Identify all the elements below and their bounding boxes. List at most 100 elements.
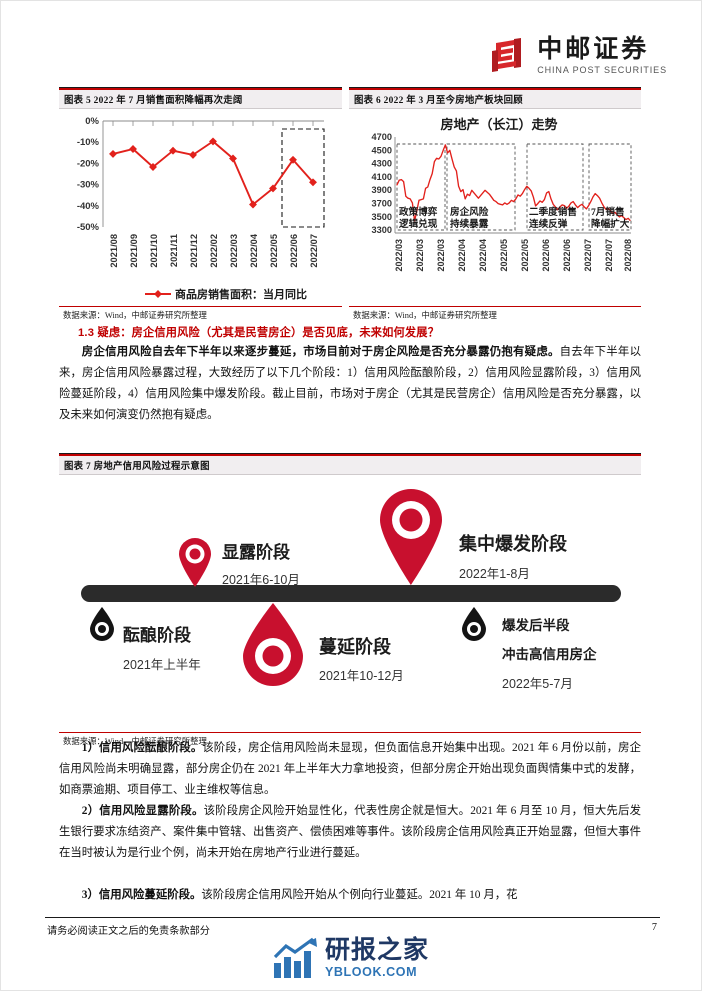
svg-text:0%: 0%	[85, 116, 99, 127]
footer-page-number: 7	[651, 922, 657, 933]
svg-text:2021/10: 2021/10	[149, 234, 159, 268]
exhibit-5-label: 图表 5	[64, 95, 91, 106]
svg-text:-50%: -50%	[77, 222, 100, 233]
chart-price-line-tail	[556, 192, 631, 221]
svg-text:持续暴露: 持续暴露	[450, 218, 489, 230]
brand-logo: 中邮证券 CHINA POST SECURITIES	[490, 37, 667, 75]
stage-brewing-date: 2021年上半年	[123, 657, 201, 672]
chart-growth-logo-icon	[273, 937, 317, 978]
svg-text:3900: 3900	[372, 185, 392, 195]
svg-text:2022/04: 2022/04	[457, 239, 467, 272]
paragraph-stage-3: 3）信用风险蔓延阶段。该阶段房企信用风险开始从个例向行业蔓延。2021 年 10…	[59, 885, 641, 906]
svg-text:2022/06: 2022/06	[562, 239, 572, 272]
chart-annotation-labels: 政策博弈 逻辑兑现 房企风险 持续暴露 二季度销售 连续反弹 7月销售 降幅扩大	[398, 206, 630, 230]
svg-text:2021/12: 2021/12	[189, 234, 199, 268]
svg-text:4100: 4100	[372, 171, 392, 181]
paragraph-stage-2-rest: 该阶段房企风险开始显性化，代表性房企就是恒大。2021 年 6 月至 10 月，…	[59, 805, 642, 859]
svg-text:降幅扩大: 降幅扩大	[591, 218, 630, 230]
drop-marker-red-spreading-icon	[243, 602, 303, 686]
drop-marker-black-brewing-icon	[90, 606, 114, 641]
stage-outbreak-date: 2022年1-8月	[459, 566, 530, 581]
watermark: 研报之家 YBLOOK.COM	[273, 937, 429, 979]
svg-text:2022/05: 2022/05	[499, 239, 509, 272]
svg-text:2021/08: 2021/08	[109, 234, 119, 268]
svg-text:4700: 4700	[372, 132, 392, 142]
chart-x-axis-labels: 2022/03 2022/03 2022/03 2022/04 2022/04 …	[394, 239, 633, 272]
footer-divider	[45, 917, 660, 918]
svg-text:2022/05: 2022/05	[269, 234, 279, 268]
svg-text:2022/08: 2022/08	[623, 239, 633, 272]
svg-text:2022/06: 2022/06	[289, 234, 299, 268]
stage-post-outbreak-date: 2022年5-7月	[502, 676, 573, 691]
china-post-securities-logo-icon	[492, 38, 522, 72]
svg-text:2022/07: 2022/07	[309, 234, 319, 268]
svg-text:3300: 3300	[372, 225, 392, 235]
svg-text:2022/06: 2022/06	[541, 239, 551, 272]
paragraph-stage-1-rest: 该阶段，房企信用风险尚未显现，但负面信息开始集中出现。2021 年 6 月份以前…	[59, 742, 641, 796]
exhibit-6-body: 房地产（长江）走势 4700 4500 4300 4100 3900 3700 …	[349, 108, 641, 307]
svg-text:2022/02: 2022/02	[209, 234, 219, 268]
svg-text:连续反弹: 连续反弹	[529, 218, 568, 230]
pin-marker-red-emerging-icon	[179, 537, 211, 587]
svg-text:政策博弈: 政策博弈	[399, 206, 438, 218]
svg-text:2022/05: 2022/05	[520, 239, 530, 272]
svg-text:2022/03: 2022/03	[229, 234, 239, 268]
exhibit-7-label: 图表 7	[64, 461, 91, 472]
svg-text:逻辑兑现: 逻辑兑现	[398, 218, 438, 230]
chart-price-line	[396, 143, 559, 222]
stage-emerging-date: 2021年6-10月	[222, 572, 300, 587]
svg-text:房企风险: 房企风险	[450, 206, 489, 218]
chart-annotation-boxes	[396, 143, 632, 231]
paragraph-stage-2-lead: 2）信用风险显露阶段。	[81, 805, 204, 817]
svg-text:-30%: -30%	[77, 179, 100, 190]
pin-marker-red-outbreak-icon	[380, 488, 442, 585]
stage-emerging-title: 显露阶段	[222, 542, 290, 562]
svg-text:2021/11: 2021/11	[169, 234, 179, 267]
svg-text:3700: 3700	[372, 198, 392, 208]
exhibit-7-header: 图表 7 房地产信用风险过程示意图	[59, 453, 641, 475]
drop-marker-black-post-outbreak-icon	[462, 606, 486, 641]
exhibit-7: 图表 7 房地产信用风险过程示意图 显露阶段 2021年6-10月	[59, 453, 641, 747]
exhibit-6-header: 图表 6 2022 年 3 月至今房地产板块回顾	[349, 87, 641, 109]
svg-text:7月销售: 7月销售	[591, 206, 625, 218]
paragraph-stage-3-lead: 3）信用风险蔓延阶段。	[81, 889, 202, 901]
svg-text:2022/07: 2022/07	[604, 239, 614, 272]
exhibit-6: 图表 6 2022 年 3 月至今房地产板块回顾 房地产（长江）走势 4700 …	[349, 87, 641, 321]
stage-post-outbreak-title2: 冲击高信用房企	[502, 646, 597, 662]
paragraph-intro-rest: 自去年下半年以来，房企信用风险暴露过程，大致经历了以下几个阶段：1）信用风险酝酿…	[59, 346, 641, 421]
svg-text:2022/03: 2022/03	[415, 239, 425, 272]
svg-text:2022/03: 2022/03	[394, 239, 404, 272]
paragraph-stage-1-lead: 1）信用风险酝酿阶段。	[81, 742, 203, 754]
exhibit-5-source: 数据来源：Wind，中邮证券研究所整理	[63, 310, 207, 320]
exhibit-5-header: 图表 5 2022 年 7 月销售面积降幅再次走阔	[59, 87, 342, 109]
svg-text:二季度销售: 二季度销售	[529, 206, 577, 218]
exhibit-5: 图表 5 2022 年 7 月销售面积降幅再次走阔	[59, 87, 342, 321]
svg-text:2022/04: 2022/04	[249, 233, 259, 267]
brand-name-en: CHINA POST SECURITIES	[537, 65, 667, 75]
stage-spreading-title: 蔓延阶段	[319, 636, 391, 657]
stage-outbreak-title: 集中爆发阶段	[459, 533, 567, 554]
chart-series-markers	[109, 137, 317, 209]
exhibit-5-title: 2022 年 7 月销售面积降幅再次走阔	[93, 95, 243, 106]
stage-spreading-date: 2021年10-12月	[319, 668, 404, 683]
chart-series-line	[112, 140, 314, 206]
svg-text:4300: 4300	[372, 158, 392, 168]
svg-text:4500: 4500	[372, 145, 392, 155]
exhibit-7-body: 显露阶段 2021年6-10月 集中爆发阶段 2022年1-8月 酝酿阶段	[59, 474, 641, 733]
stage-brewing-title: 酝酿阶段	[123, 625, 191, 645]
paragraph-stage-2: 2）信用风险显露阶段。该阶段房企风险开始显性化，代表性房企就是恒大。2021 年…	[59, 801, 641, 864]
paragraph-stage-1: 1）信用风险酝酿阶段。该阶段，房企信用风险尚未显现，但负面信息开始集中出现。20…	[59, 738, 641, 801]
svg-text:商品房销售面积：当月同比: 商品房销售面积：当月同比	[175, 287, 307, 301]
chart-title: 房地产（长江）走势	[440, 117, 557, 132]
svg-text:-40%: -40%	[77, 200, 100, 211]
watermark-cn: 研报之家	[324, 935, 430, 964]
svg-text:3500: 3500	[372, 211, 392, 221]
svg-text:-10%: -10%	[77, 137, 100, 148]
paragraph-intro: 房企信用风险自去年下半年以来逐步蔓延，市场目前对于房企风险是否充分暴露仍抱有疑虑…	[59, 342, 641, 426]
brand-name-cn: 中邮证券	[537, 35, 650, 63]
chart-x-axis-labels: 2021/08 2021/09 2021/10 2021/11 2021/12 …	[109, 233, 319, 267]
timeline-bar	[81, 584, 621, 602]
section-heading: 1.3 疑虑：房企信用风险（尤其是民营房企）是否见底，未来如何发展？	[78, 327, 440, 339]
exhibit-6-source: 数据来源：Wind，中邮证券研究所整理	[353, 310, 497, 320]
